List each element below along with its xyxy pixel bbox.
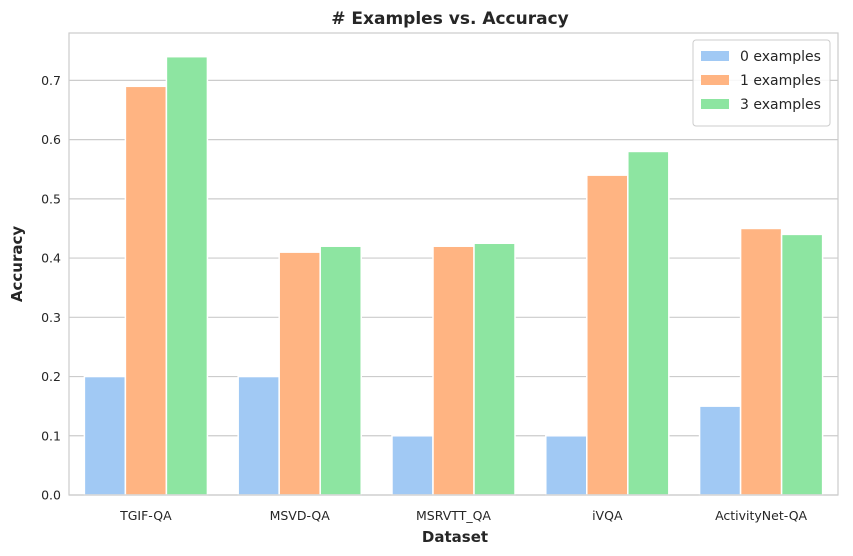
bar-activitynet-qa-series-2 <box>780 233 824 496</box>
bar-tgif-qa-series-2 <box>165 55 209 496</box>
x-axis-ticks: TGIF-QA MSVD-QA MSRVTT_QA iVQA ActivityNet-Q… <box>119 508 807 523</box>
legend-swatch <box>701 99 729 109</box>
bar-tgif-qa-series-0 <box>83 375 127 496</box>
legend-label: 3 examples <box>740 97 821 113</box>
bar-msvd-qa-series-0 <box>237 375 280 496</box>
y-tick-label: 0.4 <box>41 251 61 266</box>
bar-msrvtt-qa-series-0 <box>391 435 434 496</box>
x-tick-label: MSVD-QA <box>270 508 331 523</box>
x-tick-label: MSRVTT_QA <box>416 508 491 523</box>
y-axis-label: Accuracy <box>8 226 26 302</box>
legend-label: 0 examples <box>740 49 821 65</box>
bars <box>83 55 824 496</box>
y-tick-label: 0.6 <box>41 132 61 147</box>
legend-swatch <box>701 75 729 85</box>
x-tick-label: TGIF-QA <box>119 508 172 523</box>
bar-msrvtt-qa-series-2 <box>473 242 516 496</box>
x-tick-label: ActivityNet-QA <box>715 508 807 523</box>
legend-swatch <box>701 51 729 61</box>
y-tick-label: 0.1 <box>41 428 61 443</box>
x-tick-label: iVQA <box>592 508 623 523</box>
legend-label: 1 examples <box>740 73 821 89</box>
legend: 0 examples 1 examples 3 examples <box>692 39 831 127</box>
bar-activitynet-qa-series-0 <box>698 405 742 496</box>
bar-activitynet-qa-series-1 <box>739 227 783 496</box>
plot-frame <box>68 32 839 496</box>
x-axis-label: Dataset <box>422 528 488 546</box>
bar-ivqa-series-2 <box>627 150 670 496</box>
y-tick-label: 0.2 <box>41 369 61 384</box>
bar-tgif-qa-series-1 <box>124 85 168 496</box>
bar-ivqa-series-1 <box>586 174 629 496</box>
y-tick-label: 0.5 <box>41 191 61 206</box>
chart-title: # Examples vs. Accuracy <box>331 9 569 29</box>
y-tick-label: 0.7 <box>41 73 61 88</box>
bar-msrvtt-qa-series-1 <box>432 245 475 496</box>
y-tick-label: 0.0 <box>41 488 61 503</box>
bar-msvd-qa-series-1 <box>278 251 321 496</box>
y-axis-ticks: 0.0 0.1 0.2 0.3 0.4 0.5 0.6 0.7 <box>41 73 61 503</box>
y-tick-label: 0.3 <box>41 310 61 325</box>
bar-ivqa-series-0 <box>545 435 588 496</box>
bar-msvd-qa-series-2 <box>319 245 362 496</box>
